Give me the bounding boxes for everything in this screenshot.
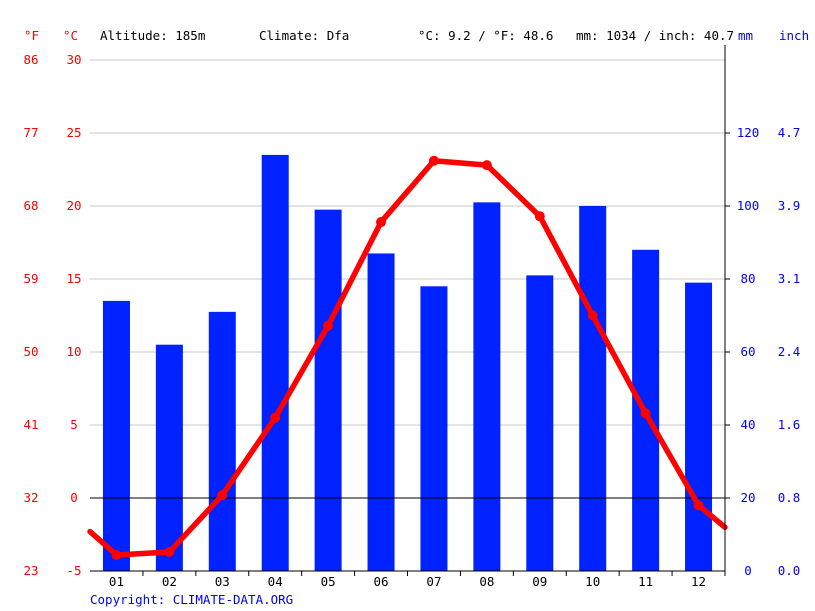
copyright-text: Copyright: CLIMATE-DATA.ORG xyxy=(90,592,293,607)
inch-tick-label: 0.0 xyxy=(778,563,801,578)
month-label: 11 xyxy=(638,574,653,589)
celsius-tick-label: 5 xyxy=(70,417,78,432)
temperature-point xyxy=(481,160,492,171)
altitude-text: Altitude: 185m xyxy=(100,28,205,43)
temperature-polyline xyxy=(87,157,728,558)
month-label: 01 xyxy=(109,574,124,589)
precipitation-bar xyxy=(420,286,448,571)
month-label: 08 xyxy=(479,574,494,589)
celsius-tick-label: 30 xyxy=(66,52,81,67)
precipitation-bars xyxy=(102,154,713,572)
inch-tick-label: 4.7 xyxy=(778,125,801,140)
precipitation-total-text: mm: 1034 / inch: 40.7 xyxy=(576,28,734,43)
celsius-tick-label: 20 xyxy=(66,198,81,213)
celsius-tick-label: -5 xyxy=(66,563,81,578)
mm-tick-label: 40 xyxy=(740,417,755,432)
temperature-point xyxy=(164,547,175,558)
month-label: 05 xyxy=(321,574,336,589)
temperature-line xyxy=(87,155,728,560)
fahrenheit-tick-label: 86 xyxy=(23,52,38,67)
celsius-tick-label: 0 xyxy=(70,490,78,505)
month-label: 02 xyxy=(162,574,177,589)
precipitation-bar xyxy=(208,311,236,571)
fahrenheit-tick-label: 23 xyxy=(23,563,38,578)
inch-tick-label: 3.9 xyxy=(778,198,801,213)
climate-text: Climate: Dfa xyxy=(259,28,349,43)
inch-tick-label: 2.4 xyxy=(778,344,801,359)
precipitation-bar xyxy=(685,282,713,571)
inch-tick-label: 0.8 xyxy=(778,490,801,505)
fahrenheit-unit-label: °F xyxy=(24,28,39,43)
temperature-point xyxy=(587,310,598,321)
gridlines xyxy=(90,59,725,426)
celsius-unit-label: °C xyxy=(63,28,78,43)
mm-tick-label: 100 xyxy=(737,198,760,213)
temperature-point xyxy=(376,217,387,228)
axes xyxy=(90,45,730,576)
precipitation-bar xyxy=(579,206,607,571)
temperature-point xyxy=(270,412,281,423)
inch-unit-label: inch xyxy=(779,28,809,43)
fahrenheit-tick-label: 50 xyxy=(23,344,38,359)
inch-tick-label: 1.6 xyxy=(778,417,801,432)
month-label: 06 xyxy=(374,574,389,589)
precipitation-bar xyxy=(473,202,501,571)
temperature-point xyxy=(640,408,651,419)
precipitation-bar xyxy=(155,344,183,571)
mm-unit-label: mm xyxy=(738,28,753,43)
month-label: 12 xyxy=(691,574,706,589)
temperature-point xyxy=(217,490,228,501)
fahrenheit-tick-label: 68 xyxy=(23,198,38,213)
temperature-point xyxy=(111,549,122,560)
month-label: 09 xyxy=(532,574,547,589)
mm-tick-label: 60 xyxy=(740,344,755,359)
celsius-tick-label: 10 xyxy=(66,344,81,359)
inch-tick-label: 3.1 xyxy=(778,271,801,286)
celsius-tick-label: 15 xyxy=(66,271,81,286)
celsius-tick-label: 25 xyxy=(66,125,81,140)
mm-tick-label: 20 xyxy=(740,490,755,505)
fahrenheit-tick-label: 59 xyxy=(23,271,38,286)
month-label: 07 xyxy=(426,574,441,589)
month-label: 10 xyxy=(585,574,600,589)
fahrenheit-tick-label: 32 xyxy=(23,490,38,505)
temperature-point xyxy=(323,320,334,331)
temperature-point xyxy=(534,211,545,222)
precipitation-bar xyxy=(367,253,395,571)
fahrenheit-tick-label: 77 xyxy=(23,125,38,140)
average-temperature-text: °C: 9.2 / °F: 48.6 xyxy=(418,28,553,43)
month-label: 03 xyxy=(215,574,230,589)
mm-tick-label: 0 xyxy=(744,563,752,578)
temperature-point xyxy=(693,500,704,511)
precipitation-bar xyxy=(314,209,342,571)
mm-tick-label: 120 xyxy=(737,125,760,140)
temperature-point xyxy=(428,155,439,166)
month-label: 04 xyxy=(268,574,283,589)
fahrenheit-tick-label: 41 xyxy=(23,417,38,432)
precipitation-bar xyxy=(261,154,289,571)
precipitation-bar xyxy=(102,300,130,571)
precipitation-bar xyxy=(526,275,554,571)
mm-tick-label: 80 xyxy=(740,271,755,286)
